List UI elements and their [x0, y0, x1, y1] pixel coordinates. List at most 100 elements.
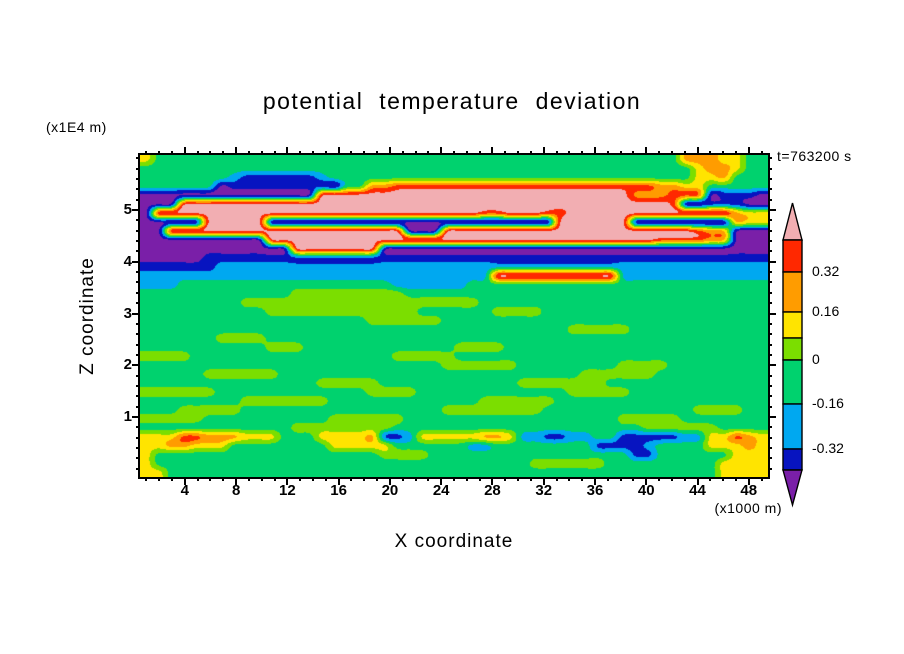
tick-mark — [747, 147, 750, 155]
tick-mark — [465, 151, 468, 155]
tick-mark — [183, 477, 186, 485]
tick-mark — [136, 384, 140, 387]
tick-mark — [136, 374, 140, 377]
tick-mark — [136, 353, 140, 356]
plot-frame — [138, 153, 770, 479]
tick-mark — [136, 405, 140, 408]
tick-mark — [171, 151, 174, 155]
tick-mark — [768, 364, 776, 367]
colorbar-tick-label: 0.32 — [812, 263, 840, 279]
tick-mark — [768, 240, 772, 243]
x-axis-title: X coordinate — [394, 531, 514, 552]
tick-mark — [645, 147, 648, 155]
y-tick-label: 1 — [123, 408, 132, 425]
tick-mark — [768, 384, 772, 387]
tick-mark — [132, 260, 140, 263]
tick-mark — [453, 151, 455, 155]
colorbar-spike — [782, 469, 803, 508]
tick-mark — [136, 467, 140, 470]
tick-mark — [734, 477, 737, 481]
tick-mark — [696, 477, 699, 485]
tick-mark — [722, 151, 725, 155]
tick-mark — [136, 281, 140, 284]
colorbar-tick-label: 0.16 — [812, 303, 840, 319]
tick-mark — [136, 177, 140, 180]
timestamp-label: t=763200 s — [777, 148, 852, 164]
tick-mark — [658, 151, 661, 155]
y-axis-title: Z coordinate — [77, 257, 98, 375]
tick-mark — [555, 477, 558, 481]
colorbar-tick-label: -0.16 — [812, 395, 844, 411]
colorbar-segment — [782, 403, 803, 450]
tick-mark — [260, 477, 263, 481]
tick-mark — [670, 151, 673, 155]
x-tick-label: 48 — [740, 482, 758, 499]
tick-mark — [478, 151, 481, 155]
x-tick-label: 8 — [231, 482, 241, 499]
colorbar-segment — [782, 271, 803, 313]
tick-mark — [768, 209, 776, 211]
tick-mark — [768, 229, 772, 232]
y-tick-label: 5 — [123, 201, 132, 218]
tick-mark — [768, 260, 776, 263]
tick-mark — [619, 477, 622, 481]
tick-mark — [542, 477, 545, 485]
tick-mark — [337, 477, 340, 485]
tick-mark — [136, 157, 140, 160]
tick-mark — [768, 291, 772, 294]
colorbar-segment — [782, 239, 803, 273]
contour-field — [140, 155, 768, 477]
tick-mark — [273, 151, 276, 155]
x-tick-label: 12 — [279, 482, 296, 499]
tick-mark — [414, 151, 417, 155]
x-tick-label: 16 — [330, 482, 347, 499]
tick-mark — [568, 477, 571, 481]
tick-mark — [286, 477, 289, 485]
tick-mark — [768, 312, 776, 315]
tick-mark — [136, 333, 140, 336]
tick-mark — [768, 395, 772, 398]
tick-mark — [222, 151, 225, 155]
tick-mark — [376, 151, 379, 155]
tick-mark — [606, 151, 609, 155]
tick-mark — [734, 151, 737, 155]
y-tick-label: 4 — [123, 252, 132, 270]
tick-mark — [632, 151, 635, 155]
tick-mark — [768, 188, 772, 191]
tick-mark — [136, 447, 140, 450]
tick-mark — [247, 477, 250, 481]
tick-mark — [376, 477, 379, 481]
tick-mark — [136, 188, 140, 191]
tick-mark — [196, 151, 199, 155]
tick-mark — [324, 477, 327, 481]
tick-mark — [768, 281, 772, 284]
tick-mark — [768, 167, 772, 170]
tick-mark — [658, 477, 661, 481]
tick-mark — [768, 405, 772, 408]
x-tick-label: 4 — [180, 482, 190, 499]
y-axis-unit: (x1E4 m) — [46, 119, 107, 135]
tick-mark — [645, 477, 648, 485]
tick-mark — [401, 477, 404, 481]
tick-mark — [158, 151, 161, 155]
tick-mark — [555, 151, 558, 155]
tick-mark — [768, 157, 772, 160]
tick-mark — [136, 198, 140, 201]
tick-mark — [401, 151, 404, 155]
tick-mark — [350, 151, 353, 155]
colorbar-segment — [782, 359, 803, 405]
tick-mark — [768, 219, 772, 222]
colorbar-tick-label: 0 — [812, 351, 820, 367]
tick-mark — [768, 302, 772, 305]
tick-mark — [768, 322, 772, 325]
tick-mark — [581, 151, 584, 155]
tick-mark — [427, 477, 430, 481]
tick-mark — [529, 151, 532, 155]
tick-mark — [209, 151, 212, 155]
tick-mark — [683, 151, 686, 155]
tick-mark — [760, 151, 763, 155]
x-tick-label: 36 — [586, 482, 604, 499]
tick-mark — [209, 477, 212, 481]
tick-mark — [440, 147, 443, 155]
tick-mark — [222, 477, 225, 481]
